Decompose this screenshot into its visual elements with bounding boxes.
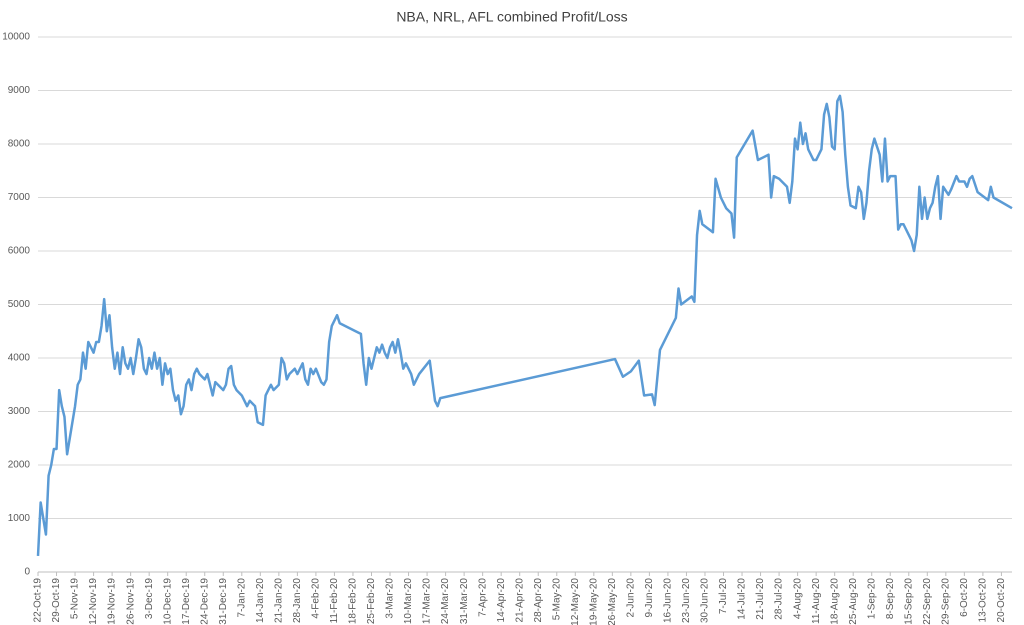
x-tick-label: 10-Dec-19 <box>162 578 173 625</box>
x-tick-label: 21-Jan-20 <box>273 578 284 623</box>
x-tick-label: 29-Oct-19 <box>51 578 62 623</box>
x-tick-label: 7-Jul-20 <box>718 578 729 615</box>
y-tick-label: 4000 <box>8 353 31 364</box>
x-tick-label: 25-Aug-20 <box>848 578 859 625</box>
x-tick-label: 22-Oct-19 <box>33 578 44 623</box>
x-tick-label: 28-Apr-20 <box>533 578 544 623</box>
x-tick-label: 22-Sep-20 <box>922 578 933 625</box>
line-series <box>36 94 1013 557</box>
x-tick-label: 17-Mar-20 <box>422 578 433 625</box>
y-tick-label: 5000 <box>8 299 31 310</box>
x-tick-label: 4-Feb-20 <box>311 578 322 619</box>
x-tick-label: 10-Mar-20 <box>403 578 414 625</box>
x-tick-label: 3-Mar-20 <box>385 578 396 619</box>
chart-title: NBA, NRL, AFL combined Profit/Loss <box>396 9 627 25</box>
x-tick-label: 26-May-20 <box>607 578 618 625</box>
x-tick-label: 28-Jan-20 <box>292 578 303 623</box>
x-tick-label: 18-Feb-20 <box>348 578 359 625</box>
x-tick-label: 30-Jun-20 <box>700 578 711 623</box>
x-tick-label: 2-Jun-20 <box>626 578 637 618</box>
x-tick-label: 29-Sep-20 <box>940 578 951 625</box>
x-tick-label: 15-Sep-20 <box>903 578 914 625</box>
x-tick-label: 9-Jun-20 <box>644 578 655 618</box>
y-tick-label: 6000 <box>8 246 31 257</box>
x-tick-label: 31-Dec-19 <box>218 578 229 625</box>
x-tick-label: 5-May-20 <box>551 578 562 621</box>
x-tick-label: 6-Oct-20 <box>959 578 970 617</box>
x-tick-label: 3-Dec-19 <box>144 578 155 620</box>
x-tick-label: 11-Feb-20 <box>329 578 340 624</box>
y-tick-label: 2000 <box>8 460 31 471</box>
x-tick-label: 14-Jan-20 <box>255 578 266 623</box>
x-tick-label: 23-Jun-20 <box>681 578 692 623</box>
x-tick-label: 25-Feb-20 <box>366 578 377 625</box>
x-tick-label: 12-May-20 <box>570 578 581 625</box>
x-tick-label: 7-Apr-20 <box>477 578 488 617</box>
y-tick-label: 7000 <box>8 192 31 203</box>
x-tick-label: 21-Apr-20 <box>514 578 525 623</box>
x-tick-label: 12-Nov-19 <box>88 578 99 625</box>
y-tick-label: 10000 <box>2 32 30 43</box>
x-tick-label: 26-Nov-19 <box>125 578 136 625</box>
x-tick-label: 18-Aug-20 <box>829 578 840 625</box>
y-tick-label: 0 <box>24 567 30 578</box>
x-tick-label: 1-Sep-20 <box>866 578 877 620</box>
x-tick-label: 31-Mar-20 <box>459 578 470 625</box>
x-tick-label: 21-Jul-20 <box>755 578 766 620</box>
x-tick-label: 11-Aug-20 <box>811 578 822 624</box>
y-tick-label: 8000 <box>8 139 31 150</box>
x-tick-label: 24-Dec-19 <box>199 578 210 625</box>
x-tick-label: 14-Apr-20 <box>496 578 507 623</box>
x-tick-label: 16-Jun-20 <box>663 578 674 623</box>
x-tick-label: 4-Aug-20 <box>792 578 803 620</box>
x-tick-label: 20-Oct-20 <box>996 578 1007 623</box>
x-tick-label: 19-Nov-19 <box>107 578 118 625</box>
y-tick-label: 1000 <box>8 513 31 524</box>
x-tick-label: 19-May-20 <box>588 578 599 625</box>
y-tick-label: 3000 <box>8 406 31 417</box>
x-tick-label: 5-Nov-19 <box>70 578 81 620</box>
x-tick-label: 14-Jul-20 <box>737 578 748 620</box>
x-tick-label: 17-Dec-19 <box>181 578 192 625</box>
x-tick-label: 8-Sep-20 <box>885 578 896 620</box>
x-tick-label: 28-Jul-20 <box>774 578 785 620</box>
y-tick-label: 9000 <box>8 85 31 96</box>
x-tick-label: 13-Oct-20 <box>978 578 989 623</box>
x-tick-label: 24-Mar-20 <box>440 578 451 625</box>
x-tick-label: 7-Jan-20 <box>236 578 247 618</box>
